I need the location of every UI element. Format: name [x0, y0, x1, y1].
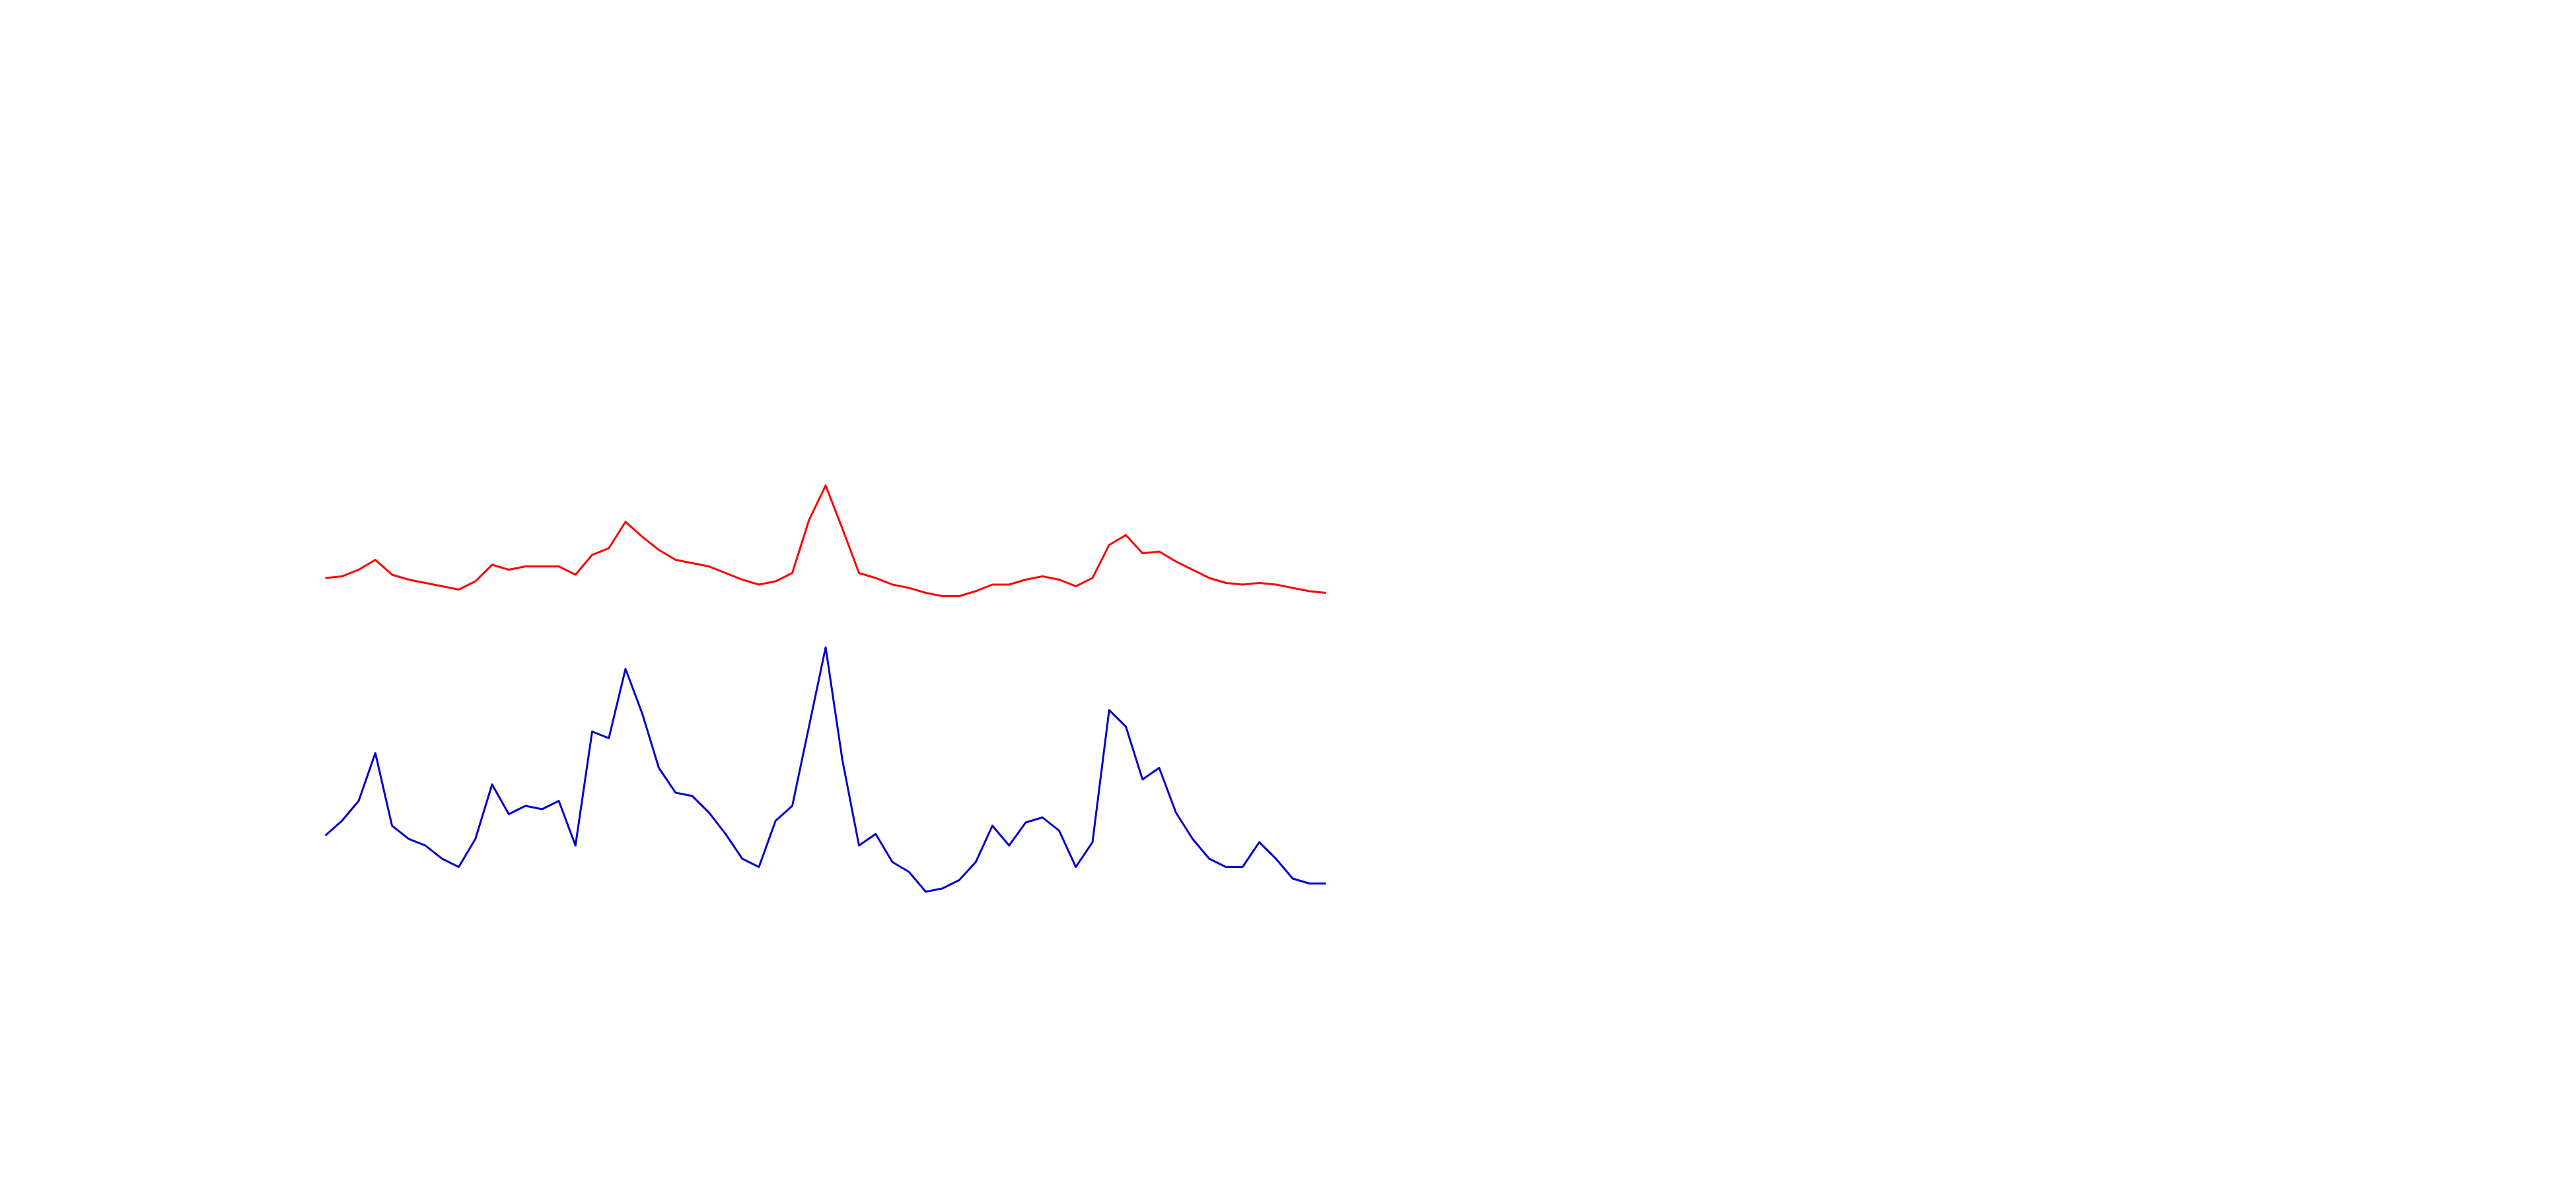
line-series [325, 484, 1326, 597]
line-series [324, 646, 1326, 893]
